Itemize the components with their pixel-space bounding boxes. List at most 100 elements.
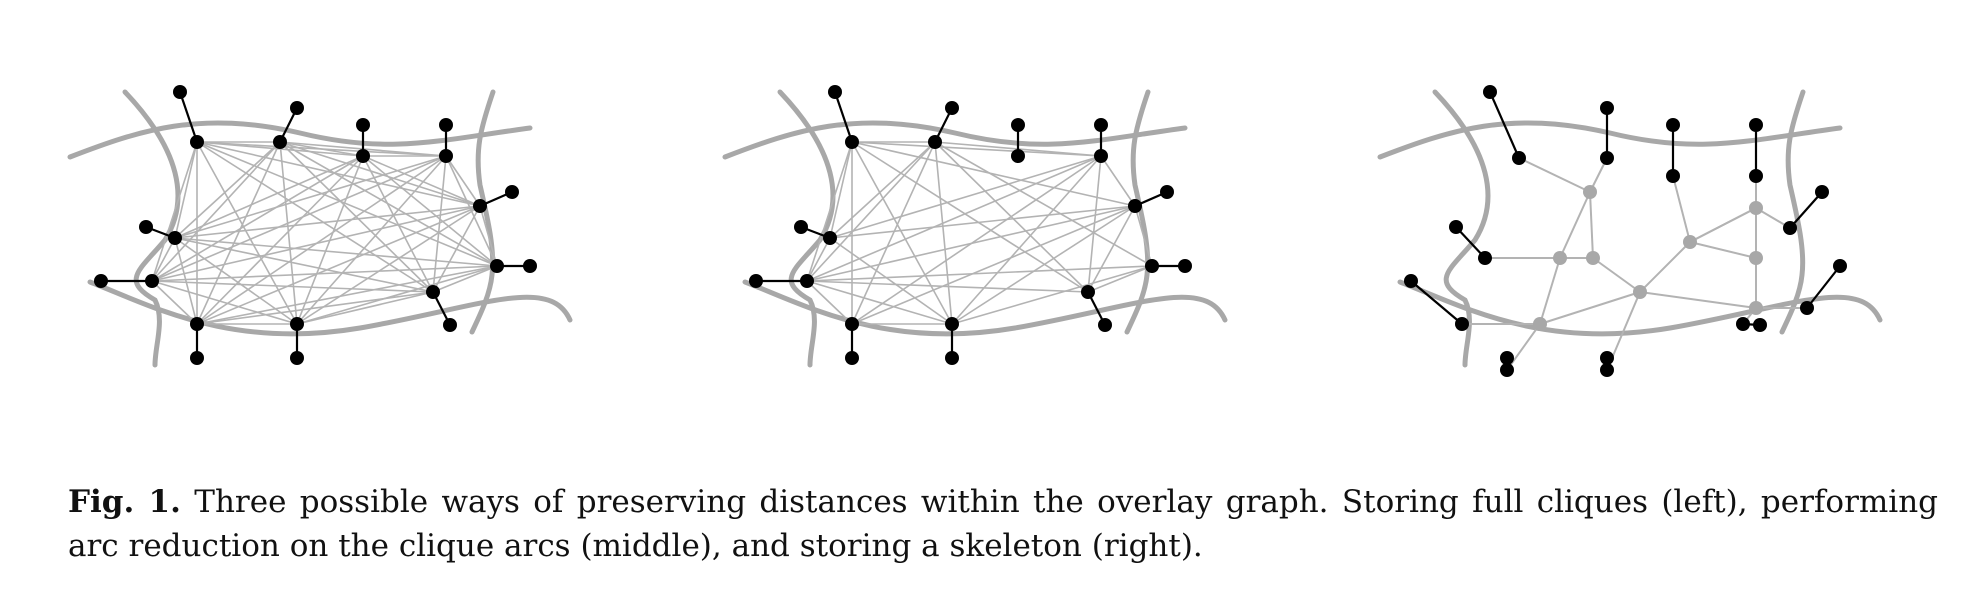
skeleton-node: [1633, 285, 1647, 299]
cell-boundary-4: [469, 89, 496, 335]
skeleton-node: [1553, 251, 1567, 265]
reduced-arc: [851, 205, 1136, 325]
cut-arc: [1455, 226, 1486, 259]
outer-node: [190, 351, 204, 365]
clique-arc: [174, 155, 364, 239]
boundary-node: [168, 231, 182, 245]
reduced-arc: [829, 141, 853, 239]
boundary-node: [145, 274, 159, 288]
outer-node: [1404, 274, 1418, 288]
clique-arc: [196, 141, 481, 207]
clique-arc: [151, 155, 447, 282]
boundary-node: [1512, 151, 1526, 165]
clique-arc: [196, 155, 364, 325]
clique-arc: [151, 265, 498, 282]
outer-node: [1600, 351, 1614, 365]
reduced-arc: [934, 141, 1153, 267]
skeleton-arc: [1559, 191, 1591, 259]
skeleton-arc: [1689, 207, 1757, 243]
outer-node: [1483, 85, 1497, 99]
skeleton-arc: [1506, 323, 1541, 371]
reduced-arc: [934, 141, 953, 325]
reduced-arc: [851, 141, 1136, 207]
reduced-arc: [806, 280, 1089, 293]
outer-node: [1600, 101, 1614, 115]
clique-arc: [151, 141, 198, 282]
boundary-node: [1145, 259, 1159, 273]
clique-arc: [174, 237, 198, 325]
cut-arc: [178, 91, 199, 143]
outer-node: [1098, 318, 1112, 332]
reduced-arc: [1134, 205, 1153, 267]
boundary-node: [845, 317, 859, 331]
cell-boundary-1: [722, 120, 1188, 160]
boundary-node: [1783, 221, 1797, 235]
outer-node: [290, 101, 304, 115]
caption-text: Three possible ways of preserving distan…: [68, 484, 1939, 564]
reduced-arc: [851, 141, 1102, 157]
reduced-arc: [1087, 265, 1153, 293]
boundary-node: [945, 317, 959, 331]
cut-arc: [1488, 91, 1521, 159]
reduced-arc: [806, 280, 853, 325]
outer-node: [94, 274, 108, 288]
outer-node: [356, 118, 370, 132]
outer-node: [1753, 318, 1767, 332]
skeleton-arc: [1639, 241, 1691, 293]
figure-1: [67, 85, 1883, 377]
boundary-node: [928, 135, 942, 149]
reduced-arc: [806, 141, 853, 282]
skeleton-arc: [1689, 241, 1757, 259]
clique-arc: [174, 237, 434, 293]
clique-arc: [151, 280, 434, 293]
skeleton-arc: [1518, 157, 1591, 193]
skeleton-node: [1683, 235, 1697, 249]
outer-node: [945, 101, 959, 115]
boundary-node: [1736, 317, 1750, 331]
outer-node: [139, 220, 153, 234]
outer-node: [523, 259, 537, 273]
boundary-node: [426, 285, 440, 299]
outer-node: [290, 351, 304, 365]
boundary-node: [439, 149, 453, 163]
skeleton-node: [1749, 201, 1763, 215]
reduced-arc: [829, 141, 936, 239]
boundary-node: [1600, 151, 1614, 165]
cell-boundary-2: [742, 279, 1228, 337]
clique-arc: [174, 141, 198, 239]
clique-arc: [151, 280, 298, 325]
clique-arc: [196, 265, 498, 325]
figure-caption: Fig. 1. Three possible ways of preservin…: [68, 480, 1938, 568]
reduced-arc: [951, 205, 1136, 325]
clique-arc: [196, 141, 434, 293]
reduced-arc: [851, 155, 1102, 325]
skeleton-arc: [1589, 191, 1594, 259]
boundary-node: [1128, 199, 1142, 213]
clique-arc: [479, 205, 498, 267]
clique-arc: [279, 141, 298, 325]
outer-node: [1749, 118, 1763, 132]
skeleton-arc: [1539, 257, 1561, 325]
clique-arc: [174, 155, 447, 239]
clique-arc: [445, 155, 481, 207]
reduced-arc: [951, 155, 1102, 325]
caption-label: Fig. 1.: [68, 484, 181, 520]
reduced-arc: [851, 141, 1089, 293]
boundary-node: [1011, 149, 1025, 163]
boundary-node: [1081, 285, 1095, 299]
clique-arc: [151, 141, 281, 282]
outer-node: [505, 185, 519, 199]
outer-node: [749, 274, 763, 288]
outer-node: [1666, 118, 1680, 132]
boundary-node: [190, 135, 204, 149]
outer-node: [1449, 220, 1463, 234]
clique-arc: [174, 205, 481, 239]
boundary-node: [356, 149, 370, 163]
cell-boundary-2: [87, 279, 573, 337]
clique-arc: [151, 205, 481, 282]
reduced-arc: [806, 280, 953, 325]
panel-arc-reduction: [722, 85, 1228, 368]
reduced-arc: [806, 141, 936, 282]
boundary-node: [1455, 317, 1469, 331]
boundary-node: [190, 317, 204, 331]
